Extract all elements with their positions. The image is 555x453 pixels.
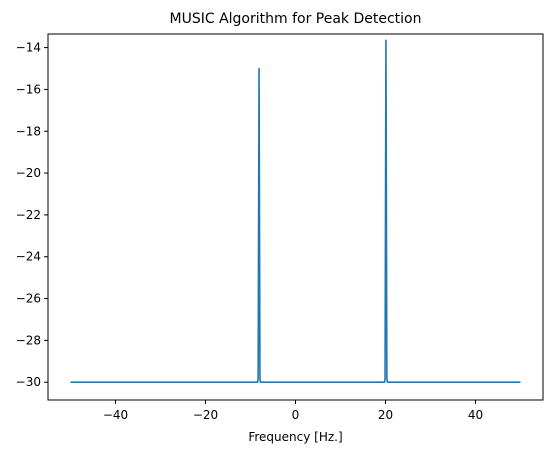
x-tick-label: −40 <box>103 408 128 422</box>
y-tick-label: −24 <box>16 250 41 264</box>
series-layer <box>70 39 521 384</box>
chart-title: MUSIC Algorithm for Peak Detection <box>170 11 422 27</box>
x-tick-label: −20 <box>193 408 218 422</box>
y-tick-label: −14 <box>16 41 41 55</box>
y-tick-label: −22 <box>16 208 41 222</box>
y-tick-label: −28 <box>16 333 41 347</box>
y-axis-ticks: −30 −28 −26 −24 −22 −20 −18 −16 −14 <box>16 41 48 389</box>
x-tick-label: 20 <box>378 408 393 422</box>
x-tick-label: 40 <box>468 408 483 422</box>
y-tick-label: −30 <box>16 375 41 389</box>
x-axis-title: Frequency [Hz.] <box>248 430 342 444</box>
y-tick-label: −26 <box>16 292 41 306</box>
plot-frame <box>47 33 544 401</box>
series-line-0 <box>70 39 521 384</box>
plot-background <box>48 34 543 400</box>
x-tick-label: 0 <box>292 408 300 422</box>
x-axis-ticks: −40 −20 0 20 40 <box>103 400 483 422</box>
y-tick-label: −16 <box>16 82 41 96</box>
y-tick-label: −18 <box>16 124 41 138</box>
y-tick-label: −20 <box>16 166 41 180</box>
